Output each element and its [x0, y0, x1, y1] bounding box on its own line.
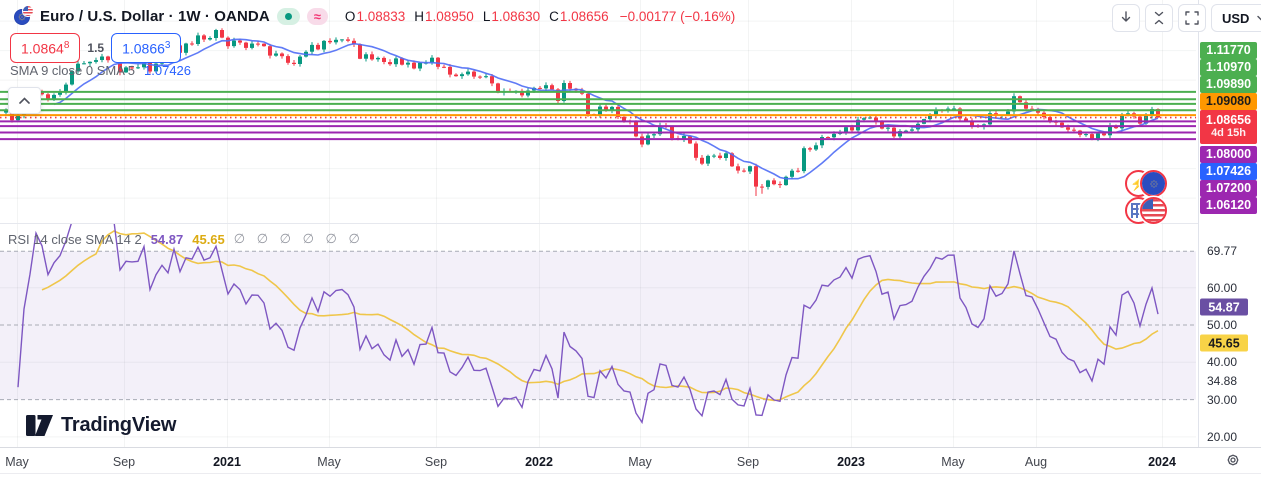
time-axis-hairline — [0, 473, 1261, 474]
buy-button[interactable]: 1.08663 — [111, 33, 182, 63]
top-toolbar: USD — [1112, 4, 1261, 32]
eu-flag-event-icon — [1140, 170, 1167, 197]
change-value: −0.00177 (−0.16%) — [619, 9, 736, 24]
price-axis-label: 1.07200 — [1200, 180, 1257, 197]
rsi-axis-badge: 54.87 — [1200, 298, 1248, 316]
low-value: 1.08630 — [491, 9, 541, 24]
time-axis-label: 2024 — [1148, 455, 1176, 469]
low-label: L — [482, 9, 491, 24]
tradingview-logo-icon — [26, 415, 53, 436]
rsi-axis-tick: 50.00 — [1207, 318, 1238, 332]
trade-panel: 1.08648 1.5 1.08663 — [10, 33, 182, 63]
tradingview-logo[interactable]: TradingView — [26, 414, 176, 437]
time-axis-label: Sep — [424, 455, 448, 469]
time-axis-label: May — [317, 455, 341, 469]
usd-events-badge[interactable] — [1125, 197, 1167, 224]
spread-value: 1.5 — [87, 40, 105, 55]
sma-legend-value: 1.07426 — [144, 63, 192, 78]
chevron-down-icon — [1257, 15, 1261, 21]
rsi-value: 54.87 — [150, 231, 184, 247]
rsi-legend-row[interactable]: RSI 14 close SMA 14 2 54.87 45.65 ∅ ∅ ∅ … — [8, 231, 364, 247]
axis-settings-gear-icon[interactable] — [1224, 451, 1242, 469]
high-value: 1.08950 — [425, 9, 474, 24]
pane-separator[interactable] — [0, 223, 1198, 224]
price-axis-label: 1.08656 4d 15h — [1200, 110, 1257, 144]
price-axis-separator — [1198, 0, 1199, 472]
time-axis-label: Sep — [112, 455, 136, 469]
fullscreen-button[interactable] — [1178, 4, 1206, 32]
price-axis-label: 1.08000 — [1200, 146, 1257, 163]
time-axis-label: Sep — [736, 455, 760, 469]
rsi-empty-slots: ∅ ∅ ∅ ∅ ∅ ∅ — [233, 231, 364, 246]
time-axis-label: Aug — [1024, 455, 1048, 469]
download-button[interactable] — [1112, 4, 1140, 32]
time-axis-label: 2022 — [525, 455, 553, 469]
scroll-up-button[interactable] — [8, 87, 41, 114]
price-axis-label: 1.06120 — [1200, 197, 1257, 214]
time-axis-label: 2021 — [213, 455, 241, 469]
time-axis[interactable]: May Sep 2021 May Sep 2022 May Sep 2023 May Aug 2024 — [0, 447, 1261, 480]
rsi-axis-tick: 20.00 — [1207, 430, 1238, 444]
close-label: C — [549, 9, 559, 24]
download-arrow-icon — [1121, 11, 1131, 22]
market-status-pill[interactable] — [276, 8, 300, 25]
chevron-up-icon — [19, 97, 30, 104]
rsi-sma-value: 45.65 — [192, 231, 225, 247]
symbol-title[interactable]: Euro / U.S. Dollar · 1W · OANDA — [40, 8, 270, 25]
rsi-axis-tick: 34.88 — [1207, 374, 1238, 388]
chart-header: Euro / U.S. Dollar · 1W · OANDA ≈ O 1.088… — [14, 6, 735, 26]
time-axis-label: May — [628, 455, 652, 469]
instrument-logo-icon — [14, 6, 33, 26]
us-flag-event-icon — [1140, 197, 1167, 224]
market-open-dot-icon — [284, 13, 292, 20]
rsi-axis-tick: 69.77 — [1207, 244, 1238, 258]
time-axis-label: May — [941, 455, 965, 469]
close-value: 1.08656 — [559, 9, 609, 24]
sell-button[interactable]: 1.08648 — [10, 33, 81, 63]
time-axis-label: 2023 — [837, 455, 865, 469]
open-label: O — [344, 9, 356, 24]
price-axis-label: 1.07426 — [1200, 163, 1257, 180]
eur-events-badge[interactable]: ⚡ — [1125, 170, 1167, 197]
high-label: H — [414, 9, 424, 24]
us-flag-icon — [23, 6, 33, 16]
currency-dropdown[interactable]: USD — [1211, 4, 1261, 32]
rsi-axis-tick: 30.00 — [1207, 393, 1238, 407]
delayed-data-pill[interactable]: ≈ — [306, 8, 328, 25]
rsi-axis-tick: 40.00 — [1207, 355, 1238, 369]
sma-legend-label[interactable]: SMA 9 close 0 SMA 5 — [10, 63, 136, 78]
ohlc-readout: O 1.08833 H 1.08950 L 1.08630 C 1.08656 −0.0… — [345, 9, 735, 24]
price-axis-label: 1.11770 — [1200, 42, 1257, 59]
collapse-chevrons-icon — [1154, 11, 1164, 25]
rsi-axis-badge: 45.65 — [1200, 334, 1248, 352]
collapse-panes-button[interactable] — [1145, 4, 1173, 32]
sma-legend-row[interactable]: SMA 9 close 0 SMA 5 1.07426 — [10, 63, 191, 78]
price-axis-label: 1.09080 — [1200, 93, 1257, 110]
price-axis-label: 1.09890 — [1200, 76, 1257, 93]
rsi-legend-label[interactable]: RSI 14 close SMA 14 2 — [8, 231, 142, 247]
open-value: 1.08833 — [356, 9, 406, 24]
tradingview-logo-text: TradingView — [61, 414, 177, 436]
fullscreen-icon — [1185, 11, 1199, 25]
currency-dropdown-value: USD — [1222, 10, 1250, 26]
rsi-axis-tick: 60.00 — [1207, 281, 1238, 295]
time-axis-label: May — [5, 455, 29, 469]
price-axis-label: 1.10970 — [1200, 59, 1257, 76]
